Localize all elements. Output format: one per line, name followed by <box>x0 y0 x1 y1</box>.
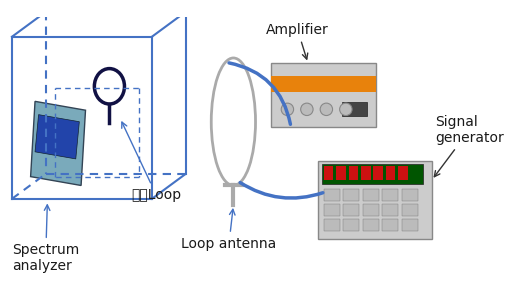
FancyBboxPatch shape <box>341 102 366 116</box>
Circle shape <box>300 103 313 116</box>
Circle shape <box>339 103 351 116</box>
FancyBboxPatch shape <box>401 204 417 216</box>
FancyBboxPatch shape <box>401 189 417 200</box>
FancyBboxPatch shape <box>385 166 394 180</box>
FancyBboxPatch shape <box>323 166 333 180</box>
FancyBboxPatch shape <box>335 166 345 180</box>
FancyBboxPatch shape <box>271 63 375 127</box>
FancyBboxPatch shape <box>381 189 397 200</box>
FancyBboxPatch shape <box>323 189 339 200</box>
Polygon shape <box>35 115 79 159</box>
Text: Amplifier: Amplifier <box>266 23 328 59</box>
Text: 소형Loop: 소형Loop <box>122 122 181 202</box>
FancyBboxPatch shape <box>362 204 378 216</box>
FancyBboxPatch shape <box>342 189 359 200</box>
FancyBboxPatch shape <box>381 204 397 216</box>
FancyBboxPatch shape <box>397 166 407 180</box>
Text: Loop antenna: Loop antenna <box>181 209 276 251</box>
FancyBboxPatch shape <box>360 166 370 180</box>
Text: Spectrum
analyzer: Spectrum analyzer <box>12 205 79 273</box>
FancyBboxPatch shape <box>362 219 378 231</box>
Text: Signal
generator: Signal generator <box>433 115 503 177</box>
Polygon shape <box>30 101 85 185</box>
FancyBboxPatch shape <box>362 189 378 200</box>
FancyBboxPatch shape <box>318 161 431 239</box>
Circle shape <box>281 103 293 116</box>
FancyBboxPatch shape <box>321 164 422 184</box>
FancyBboxPatch shape <box>342 204 359 216</box>
FancyBboxPatch shape <box>373 166 382 180</box>
FancyBboxPatch shape <box>348 166 358 180</box>
FancyBboxPatch shape <box>401 219 417 231</box>
FancyBboxPatch shape <box>271 76 375 92</box>
FancyBboxPatch shape <box>342 219 359 231</box>
FancyBboxPatch shape <box>323 204 339 216</box>
FancyBboxPatch shape <box>323 219 339 231</box>
FancyBboxPatch shape <box>381 219 397 231</box>
Circle shape <box>320 103 332 116</box>
